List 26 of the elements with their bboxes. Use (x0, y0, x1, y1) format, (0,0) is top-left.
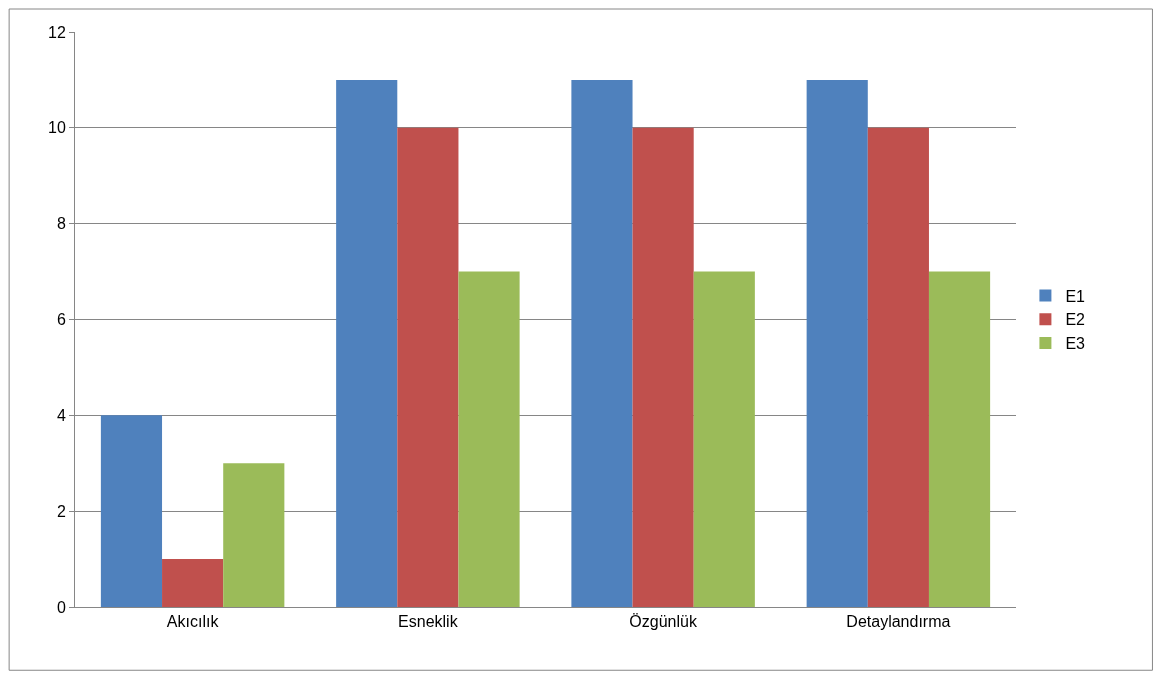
y-tick-label: 10 (48, 119, 66, 137)
bar (223, 463, 285, 607)
y-tick-label: 0 (56, 598, 66, 616)
bar (571, 79, 633, 607)
bar (693, 271, 755, 607)
y-tick-label: 12 (48, 23, 66, 41)
bar (162, 559, 224, 607)
x-tick-label: Detaylandırma (846, 613, 951, 631)
legend-label: E3 (1065, 335, 1086, 353)
y-tick-label: 8 (56, 215, 66, 233)
bar (632, 127, 694, 607)
bar (336, 79, 398, 607)
y-tick-label: 6 (56, 311, 66, 329)
x-tick-label: Esneklik (398, 613, 459, 631)
bar (100, 415, 163, 607)
bar (458, 271, 520, 607)
legend-label: E2 (1065, 311, 1086, 329)
bar (928, 271, 991, 607)
bar (867, 127, 929, 607)
x-tick-label: Özgünlük (629, 613, 698, 631)
bar (806, 79, 868, 607)
bar (397, 127, 459, 607)
legend-label: E1 (1065, 287, 1086, 305)
y-tick-label: 4 (56, 406, 66, 424)
x-tick-label: Akıcılık (166, 613, 220, 631)
y-tick-label: 2 (56, 502, 66, 520)
